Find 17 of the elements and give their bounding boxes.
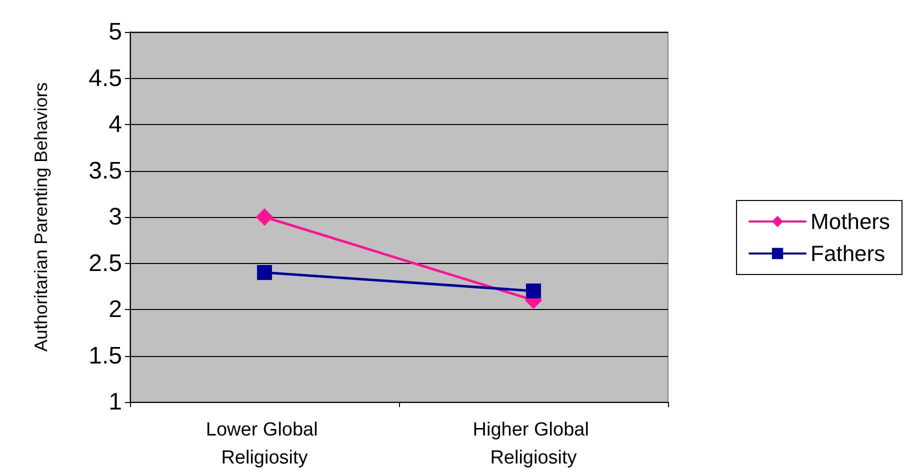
point — [257, 265, 272, 280]
point — [526, 284, 541, 298]
y-tick-label: 3 — [108, 204, 122, 230]
y-tick-label: 1.5 — [88, 342, 122, 370]
y-tick-label: 4 — [108, 111, 122, 138]
y-tick-label: 2.5 — [88, 250, 122, 277]
y-tick-label: 5 — [108, 18, 122, 46]
x-tick-label: Higher Global Religiosity — [472, 420, 594, 468]
legend-label: Fathers — [810, 241, 886, 266]
y-axis-title: Authoritarian Parenting Behaviors — [31, 82, 51, 352]
y-tick-label: 2 — [108, 296, 122, 323]
point — [256, 208, 273, 226]
x-tick-label: Lower Global Religiosity — [206, 420, 324, 468]
y-tick-label: 1 — [108, 388, 122, 416]
y-tick-label: 3.5 — [88, 157, 122, 184]
y-tick-label: 4.5 — [88, 64, 122, 92]
legend-label: Mothers — [810, 209, 890, 234]
